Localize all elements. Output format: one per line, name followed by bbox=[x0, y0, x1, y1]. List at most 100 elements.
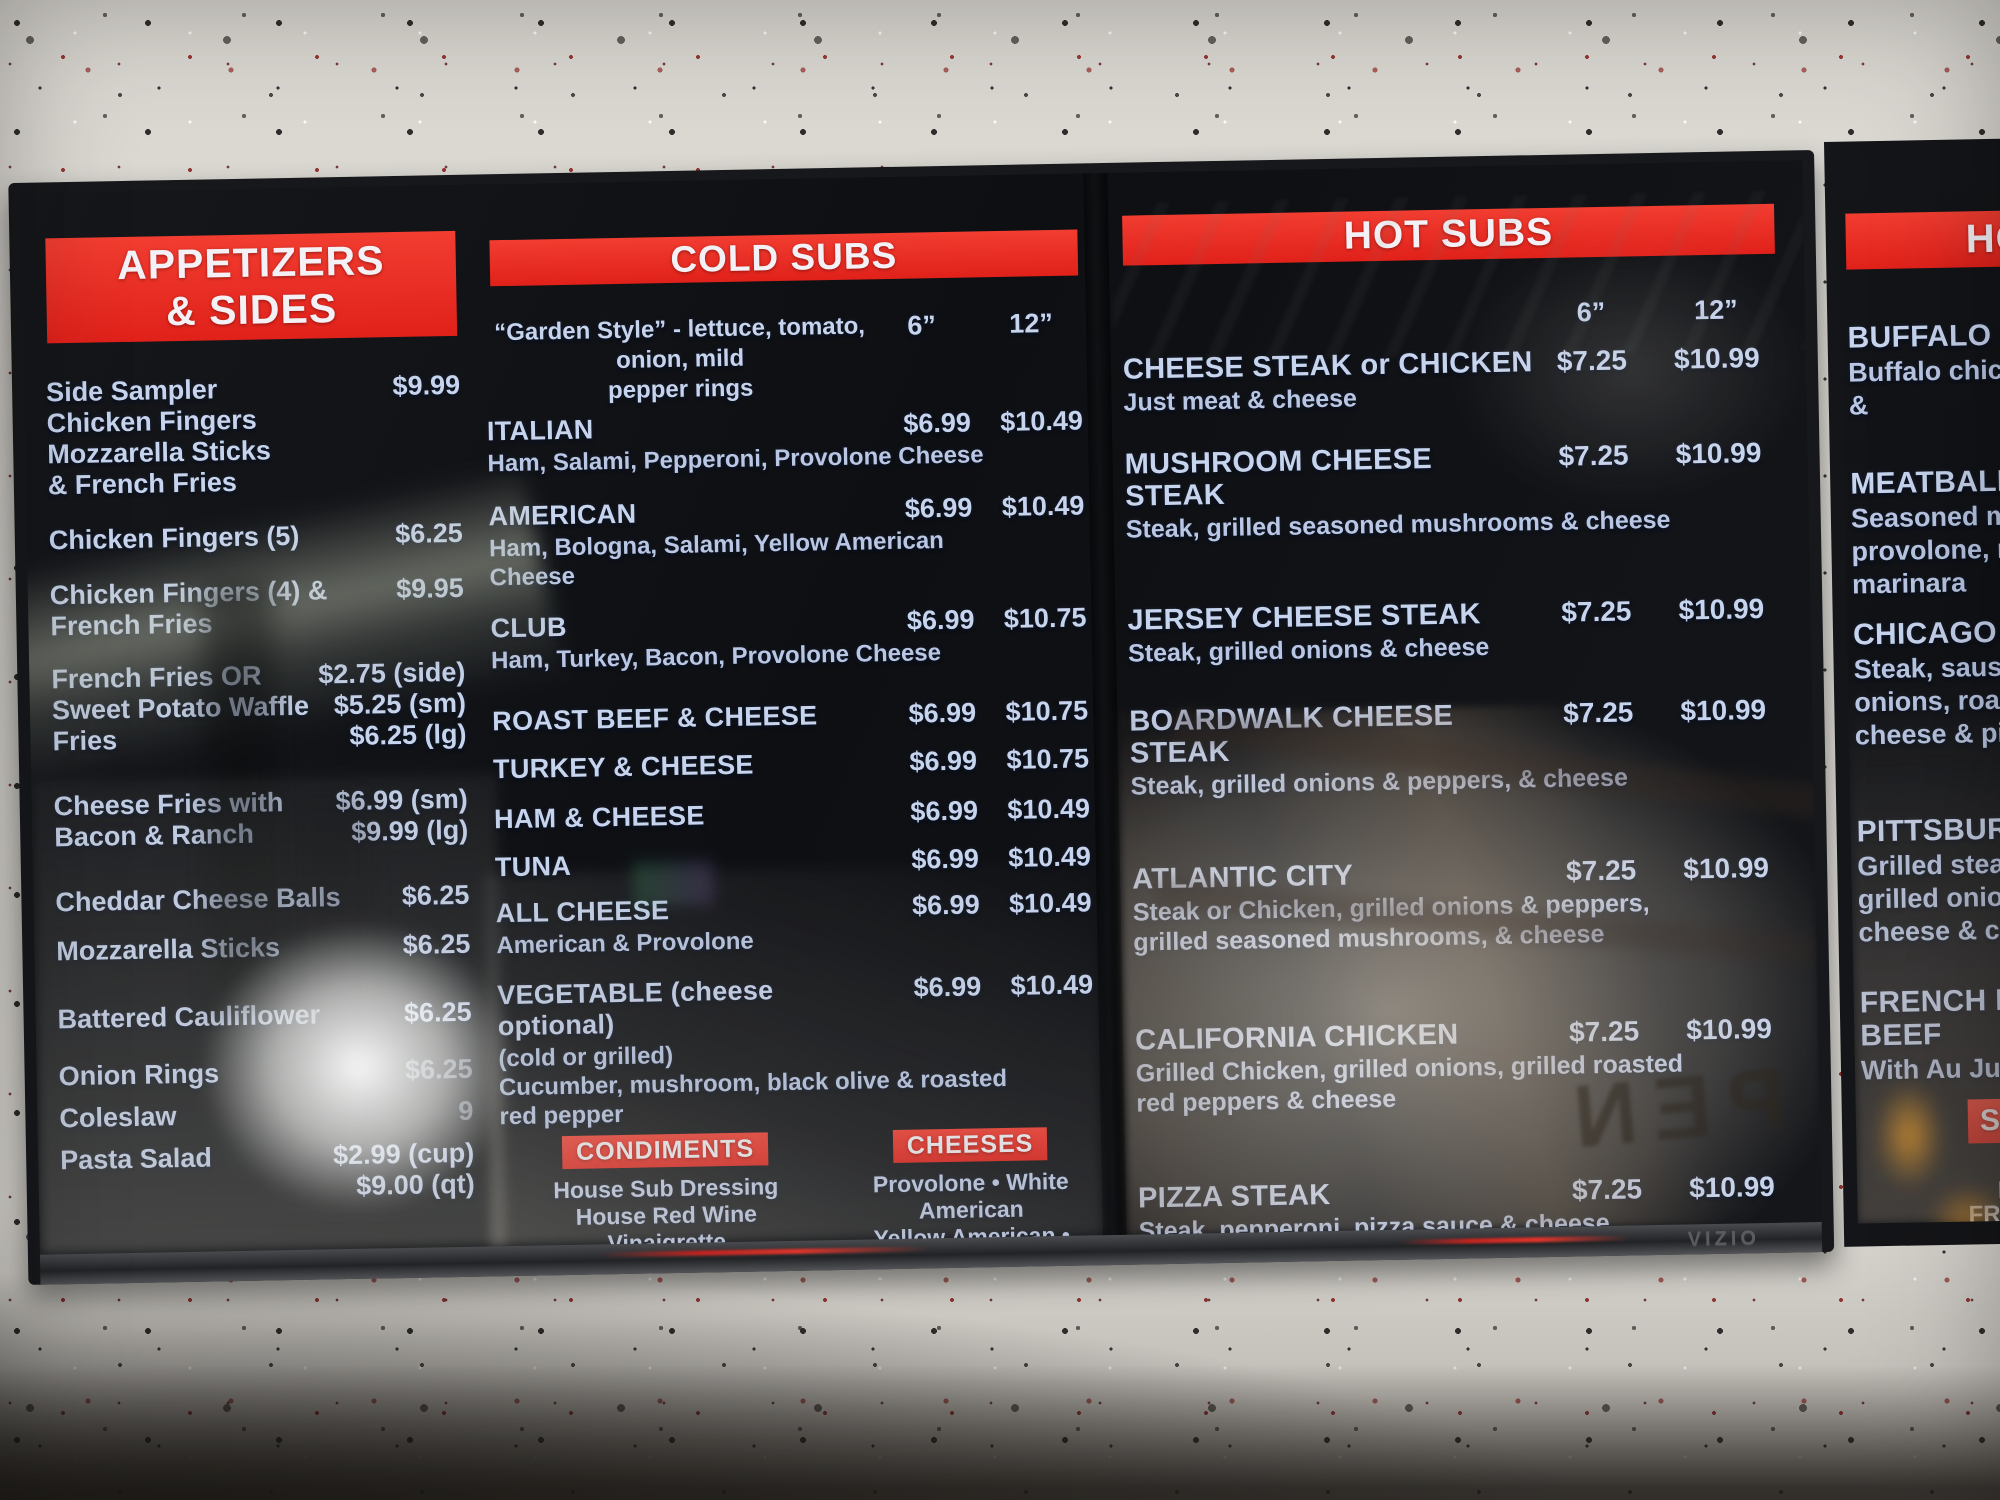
item-price: $6.25 bbox=[394, 517, 464, 550]
item-name: Cheddar Cheese Balls bbox=[55, 882, 341, 918]
price-12in: $10.49 bbox=[999, 405, 1084, 437]
item-name: ROAST BEEF & CHEESE bbox=[491, 700, 818, 737]
list-item: FRENCH DIP BEEF With Au Jus dip bbox=[1859, 982, 2000, 1087]
list-item: CHICAGO SA Steak, sausage, onions, roast… bbox=[1853, 614, 2000, 752]
list-item: Onion Rings $6.25 bbox=[58, 1054, 474, 1093]
cold-subs-header: COLD SUBS bbox=[489, 229, 1079, 287]
item-desc: (cold or grilled) Cucumber, mushroom, bl… bbox=[498, 1042, 1008, 1131]
size-header-6in: 6” bbox=[1576, 296, 1606, 328]
appetizers-panel: APPETIZERS & SIDES Side Sampler Chicken … bbox=[26, 185, 487, 1255]
item-price: 9 bbox=[458, 1095, 474, 1127]
item-name: ITALIAN bbox=[486, 414, 594, 447]
price-6in: $7.25 bbox=[1561, 595, 1632, 628]
list-item: French Fries OR Sweet Potato Waffle Frie… bbox=[51, 657, 469, 758]
price-6in: $6.99 bbox=[908, 697, 977, 729]
item-name: BUFFALO CH bbox=[1847, 318, 2000, 355]
item-name: MEATBALL bbox=[1849, 464, 2000, 501]
item-price: $2.75 (side) $5.25 (sm) $6.25 (lg) bbox=[318, 656, 467, 751]
price-6in: $7.25 bbox=[1558, 439, 1629, 472]
list-item: ITALIAN $6.99 $10.49 Ham, Salami, Pepperon… bbox=[487, 405, 1084, 478]
menu-tv-right: HO BUFFALO CH Buffalo chicken & MEATBALL… bbox=[1824, 137, 2000, 1247]
item-name: CHEESE STEAK or CHICKEN bbox=[1122, 346, 1533, 386]
price-6in: $7.25 bbox=[1571, 1173, 1643, 1206]
price-6in: $7.25 bbox=[1556, 344, 1628, 377]
item-name: CALIFORNIA CHICKEN bbox=[1134, 1018, 1459, 1057]
garden-style-note: “Garden Style” - lettuce, tomato, onion,… bbox=[494, 312, 866, 405]
item-desc: Seasoned meatb provolone, mozz marinara bbox=[1850, 499, 2000, 600]
price-6in: $6.99 bbox=[906, 604, 975, 636]
condiments-cheeses-row: CONDIMENTS House Sub Dressing House Red … bbox=[500, 1126, 1099, 1255]
price-12in: $10.75 bbox=[1003, 602, 1087, 634]
item-name: CLUB bbox=[490, 611, 568, 644]
item-name: BOARDWALK CHEESE STEAK bbox=[1129, 699, 1454, 770]
list-item: CALIFORNIA CHICKEN $7.25 $10.99 Grilled Ch… bbox=[1135, 1013, 1791, 1119]
item-price: $6.25 bbox=[401, 879, 470, 912]
price-12in: $10.75 bbox=[1005, 695, 1089, 727]
price-6in: $6.99 bbox=[903, 407, 972, 439]
item-name: Onion Rings bbox=[58, 1058, 220, 1092]
price-6in: $6.99 bbox=[911, 889, 980, 921]
condiments-header: CONDIMENTS bbox=[561, 1132, 769, 1170]
price-12in: $10.99 bbox=[1673, 342, 1760, 375]
price-12in: $10.75 bbox=[1006, 743, 1090, 775]
item-name: ATLANTIC CITY bbox=[1131, 859, 1354, 896]
price-6in: $6.99 bbox=[910, 843, 980, 875]
list-item: Chicken Fingers (4) & French Fries $9.95 bbox=[50, 573, 467, 643]
item-desc: Grilled steak or grilled onions, f chees… bbox=[1857, 848, 2000, 948]
item-price: $2.99 (cup) $9.00 (qt) bbox=[332, 1137, 475, 1201]
price-12in: $10.99 bbox=[1683, 851, 1770, 885]
price-12in: $10.49 bbox=[1001, 490, 1085, 522]
size-header-12in: 12” bbox=[1693, 294, 1738, 326]
item-price: $6.99 (sm) $9.99 (lg) bbox=[335, 783, 469, 847]
price-6in: $7.25 bbox=[1565, 854, 1637, 887]
list-item: MUSHROOM CHEESE STEAK $7.25 $10.99 Steak, … bbox=[1124, 437, 1780, 545]
item-name: Chicken Fingers (5) bbox=[48, 520, 300, 556]
item-price: $9.99 bbox=[392, 369, 461, 402]
list-item: ALL CHEESE $6.99 $10.49 American & Provolo… bbox=[495, 887, 1092, 960]
appetizers-header: APPETIZERS & SIDES bbox=[45, 230, 458, 344]
price-6in: $7.25 bbox=[1562, 696, 1634, 729]
salads-header-partial: SAL bbox=[1967, 1096, 2000, 1144]
price-12in: $10.49 bbox=[1007, 793, 1091, 825]
item-name: Battered Cauliflower bbox=[57, 999, 321, 1035]
list-item: Battered Cauliflower $6.25 bbox=[57, 997, 473, 1036]
price-12in: $10.49 bbox=[1007, 841, 1092, 873]
list-item: ROAST BEEF & CHEESE $6.99 $10.75 bbox=[492, 695, 1088, 737]
cold-subs-panel: COLD SUBS “Garden Style” - lettuce, toma… bbox=[472, 173, 1103, 1255]
price-6in: $7.25 bbox=[1568, 1015, 1640, 1048]
item-price: $6.25 bbox=[404, 1053, 473, 1085]
size-header-12in: 12” bbox=[1008, 307, 1054, 339]
item-name: PITTSBURGH bbox=[1856, 811, 2000, 849]
price-12in: $10.49 bbox=[1008, 887, 1092, 919]
tv1-screen: APPETIZERS & SIDES Side Sampler Chicken … bbox=[20, 160, 1822, 1255]
list-item: Cheese Fries with Bacon & Ranch $6.99 (s… bbox=[53, 784, 470, 854]
list-item: Chicken Fingers (5) $6.25 bbox=[49, 518, 465, 557]
list-item: BUFFALO CH Buffalo chicken & bbox=[1847, 317, 2000, 422]
red-reflection-streak bbox=[599, 1246, 931, 1258]
price-12in: $10.99 bbox=[1680, 693, 1767, 727]
list-item: Side Sampler Chicken Fingers Mozzarella … bbox=[46, 370, 464, 502]
tv2-screen: HO BUFFALO CH Buffalo chicken & MEATBALL… bbox=[1838, 147, 2000, 1224]
item-name: TUNA bbox=[494, 850, 572, 883]
item-name: Coleslaw bbox=[59, 1101, 177, 1134]
cheeses-block: CHEESES Provolone • White American Yello… bbox=[850, 1126, 1093, 1255]
list-item: Mozzarella Sticks $6.25 bbox=[56, 929, 472, 968]
item-name: CHICAGO SA bbox=[1852, 615, 1998, 652]
list-item: JERSEY CHEESE STEAK $7.25 $10.99 Steak, gr… bbox=[1127, 593, 1782, 669]
dressings-list-partial: HOU HOUSE FRENCH • RASP BLEU CHE bbox=[1968, 1175, 2000, 1224]
list-item: Pasta Salad $2.99 (cup) $9.00 (qt) bbox=[60, 1138, 477, 1208]
list-item: VEGETABLE (cheese optional) $6.99 $10.49 (… bbox=[497, 969, 1096, 1131]
list-item: Coleslaw 9 bbox=[59, 1096, 475, 1135]
hot-subs-panel: HOT SUBS 6” 12” CHEESE STEAK or CHICKEN $… bbox=[1107, 160, 1810, 1246]
list-item: CHEESE STEAK or CHICKEN $7.25 $10.99 Just … bbox=[1123, 342, 1778, 418]
list-item: TURKEY & CHEESE $6.99 $10.75 bbox=[493, 743, 1089, 785]
item-name: VEGETABLE (cheese optional) bbox=[496, 975, 774, 1042]
price-12in: $10.99 bbox=[1678, 592, 1765, 626]
condiments-block: CONDIMENTS House Sub Dressing House Red … bbox=[540, 1132, 793, 1255]
item-name: JERSEY CHEESE STEAK bbox=[1127, 598, 1482, 637]
price-12in: $10.99 bbox=[1675, 437, 1762, 470]
list-item: ATLANTIC CITY $7.25 $10.99 Steak or Chicke… bbox=[1132, 852, 1788, 958]
item-desc: Buffalo chicken & bbox=[1847, 353, 2000, 421]
item-name: Cheese Fries with Bacon & Ranch bbox=[53, 787, 284, 853]
